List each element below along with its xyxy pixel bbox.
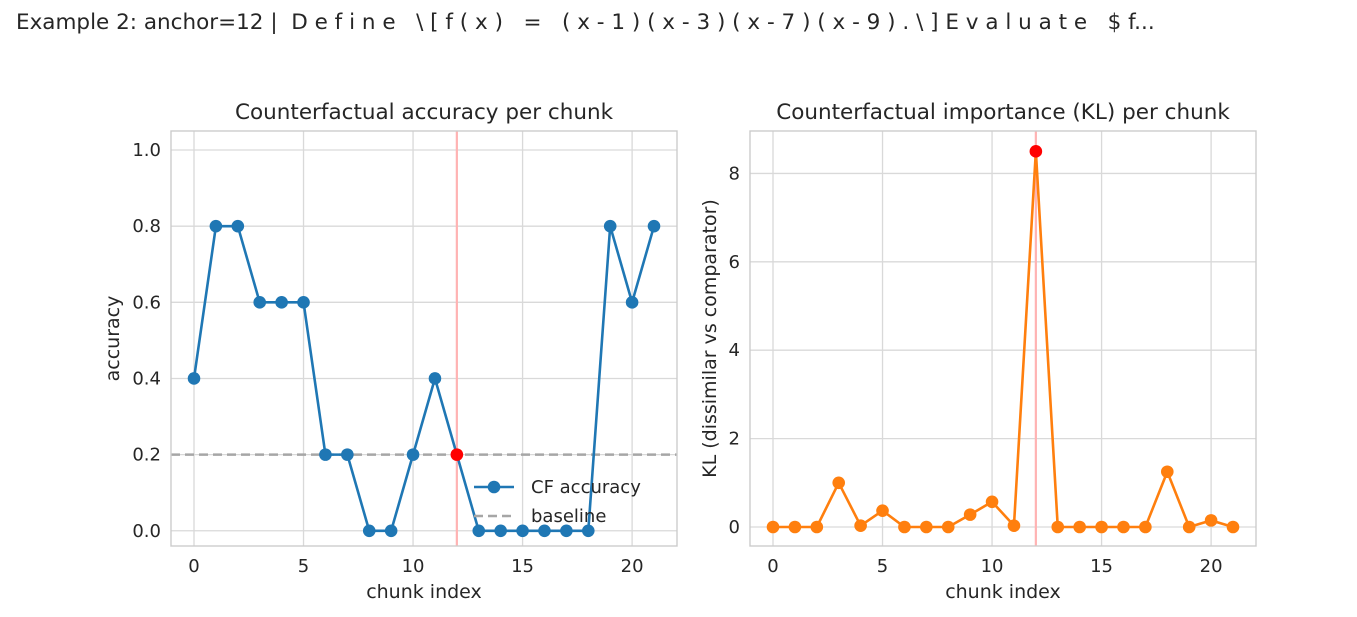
data-point [231,219,245,233]
legend: CF accuracy baseline [474,477,641,527]
plot-area [750,131,1256,546]
data-point [560,524,573,538]
y-tick-label: 4 [729,340,740,361]
data-point [319,448,332,461]
legend-marker-cf-accuracy [487,480,501,494]
data-point [1051,520,1065,534]
x-tick-label: 20 [1200,556,1223,577]
y-tick-label: 1.0 [132,140,161,161]
y-tick-label: 0 [729,517,740,538]
x-tick-label: 15 [511,556,534,577]
x-axis-label: chunk index [366,581,482,603]
data-point [920,520,933,534]
x-tick-label: 15 [1090,556,1113,577]
data-point [1204,514,1218,527]
data-point [810,520,824,534]
data-point [384,524,398,538]
data-point [1182,520,1196,534]
series-line [192,224,656,533]
chart-title: Counterfactual importance (KL) per chunk [776,100,1230,125]
data-point [516,524,529,538]
data-point [854,519,867,532]
data-point [1073,520,1086,534]
data-point [1160,465,1174,479]
data-point [647,219,661,233]
data-point [406,448,420,461]
y-tick-label: 0.4 [132,368,161,389]
axes-frame [749,130,1257,547]
data-point [1139,520,1152,534]
chart-panel-1: 0 5 10 15 20 0.0 0.2 0.4 0.6 0.8 1.0 Counterfactual… [102,100,678,603]
data-point [428,372,442,385]
data-point [788,520,802,534]
x-axis-label: chunk index [945,581,1061,603]
data-point [985,495,999,509]
x-tick-label: 0 [188,556,199,577]
data-point [1007,519,1021,532]
data-point [603,219,617,233]
y-axis-label: accuracy [102,296,124,382]
y-tick-label: 0.2 [132,445,161,466]
y-axis-label: KL (dissimilar vs comparator) [699,199,721,478]
data-point [898,520,911,534]
chart-title: Counterfactual accuracy per chunk [235,100,614,125]
y-tick-label: 0.0 [132,521,161,542]
x-tick-label: 0 [767,556,778,577]
data-point [876,504,889,517]
x-tick-label: 10 [402,556,425,577]
data-point [1095,520,1108,534]
data-point [209,219,223,233]
y-tick-label: 6 [729,252,740,273]
x-tick-label: 10 [981,556,1004,577]
data-point [766,520,780,534]
data-point [253,296,267,309]
legend-label-cf-accuracy: CF accuracy [531,477,641,498]
x-tick-label: 5 [298,556,309,577]
y-tick-label: 2 [729,429,740,450]
data-point [362,524,376,538]
data-point [275,296,288,309]
data-point [494,524,507,538]
axes-frame [170,130,678,547]
data-point [538,524,551,538]
y-tick-label: 0.6 [132,292,161,313]
y-tick-label: 8 [729,163,740,184]
data-point [472,524,486,538]
series-line [773,150,1234,529]
data-point [581,524,595,538]
data-point [941,520,955,534]
data-point [297,296,310,309]
data-point [1226,520,1240,534]
figure-suptitle: Example 2: anchor=12 | D e f i n e \ [ f… [16,10,1155,35]
data-point [341,448,354,461]
chart-panel-2: 0 5 10 15 20 0 2 4 6 8 Counterfactual importance (… [699,100,1257,603]
data-point [1117,520,1130,534]
legend-label-baseline: baseline [531,506,606,527]
x-tick-label: 5 [877,556,888,577]
data-point [963,508,977,521]
anchor-point [450,448,464,461]
data-point [625,296,639,309]
data-point [187,372,201,385]
data-point [832,476,846,490]
x-tick-label: 20 [621,556,644,577]
anchor-point [1029,145,1043,158]
y-tick-label: 0.8 [132,216,161,237]
